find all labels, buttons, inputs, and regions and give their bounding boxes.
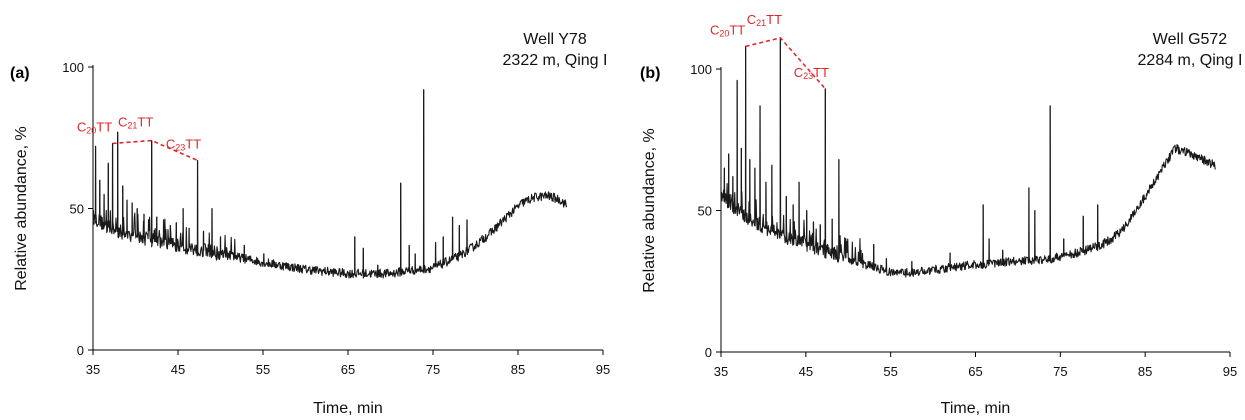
y-tick-label: 0 (77, 343, 84, 358)
x-axis-label: Time, min (313, 400, 383, 417)
x-tick-label: 45 (171, 362, 185, 377)
y-axis-label: Relative abundance, % (641, 128, 658, 293)
x-tick-label: 45 (799, 364, 813, 379)
annotation-suffix: TT (185, 136, 201, 151)
chart-subtitle: 2284 m, Qing I (1138, 52, 1243, 69)
annotation-label: C (166, 136, 175, 151)
x-tick-label: 75 (426, 362, 440, 377)
y-tick-label: 50 (70, 202, 84, 217)
peak-annotation-21: C21TT (118, 115, 153, 131)
x-tick-label: 75 (1053, 364, 1067, 379)
panel-b: 35 45 55 65 75 85 95 0 50 100 Time, min Relative ab… (640, 12, 1242, 417)
peak-annotation-23: C23TT (166, 136, 201, 152)
panel-a: 35 45 55 65 75 85 95 0 50 100 Time, min Relative ab… (10, 31, 610, 417)
annotation-suffix: TT (137, 115, 153, 130)
y-tick-label: 0 (705, 345, 712, 360)
chart-title: Well G572 (1153, 31, 1228, 48)
x-tick-label: 65 (341, 362, 355, 377)
x-axis-label: Time, min (941, 400, 1011, 417)
x-tick-label: 35 (714, 364, 728, 379)
peak-annotation-20: C20TT (77, 119, 112, 135)
annotation-subscript: 23 (175, 142, 185, 152)
panel-label: (b) (640, 65, 660, 82)
y-tick-label: 100 (690, 62, 712, 77)
annotation-subscript: 21 (127, 121, 137, 131)
y-tick-label: 100 (62, 60, 84, 75)
x-tick-label: 65 (968, 364, 982, 379)
x-tick-label: 55 (883, 364, 897, 379)
chromatogram-trace (720, 37, 1216, 278)
x-tick-label: 95 (596, 362, 610, 377)
annotation-connector (745, 36, 826, 90)
peak-annotation-23: C23TT (794, 65, 829, 81)
chart-title: Well Y78 (523, 31, 587, 48)
annotation-suffix: TT (813, 65, 829, 80)
x-tick-label: 55 (256, 362, 270, 377)
annotation-label: C (118, 115, 127, 130)
peak-annotation-21: C21TT (747, 12, 782, 28)
annotation-subscript: 23 (803, 71, 813, 81)
annotation-suffix: TT (729, 22, 745, 37)
panel-label: (a) (10, 65, 30, 82)
annotation-suffix: TT (96, 119, 112, 134)
annotation-label: C (710, 22, 719, 37)
x-tick-label: 35 (86, 362, 100, 377)
chart-subtitle: 2322 m, Qing I (503, 52, 608, 69)
annotation-suffix: TT (766, 12, 782, 27)
annotation-subscript: 20 (86, 125, 96, 135)
y-tick-label: 50 (698, 204, 712, 219)
annotation-label: C (794, 65, 803, 80)
annotation-label: C (747, 12, 756, 27)
annotation-subscript: 20 (719, 28, 729, 38)
annotation-subscript: 21 (756, 18, 766, 28)
annotation-connector (112, 139, 198, 162)
x-tick-label: 95 (1223, 364, 1237, 379)
y-axis-label: Relative abundance, % (13, 126, 30, 291)
x-tick-label: 85 (1138, 364, 1152, 379)
peak-annotation-20: C20TT (710, 22, 745, 38)
chromatogram-trace (92, 89, 568, 279)
x-tick-label: 85 (511, 362, 525, 377)
annotation-label: C (77, 119, 86, 134)
